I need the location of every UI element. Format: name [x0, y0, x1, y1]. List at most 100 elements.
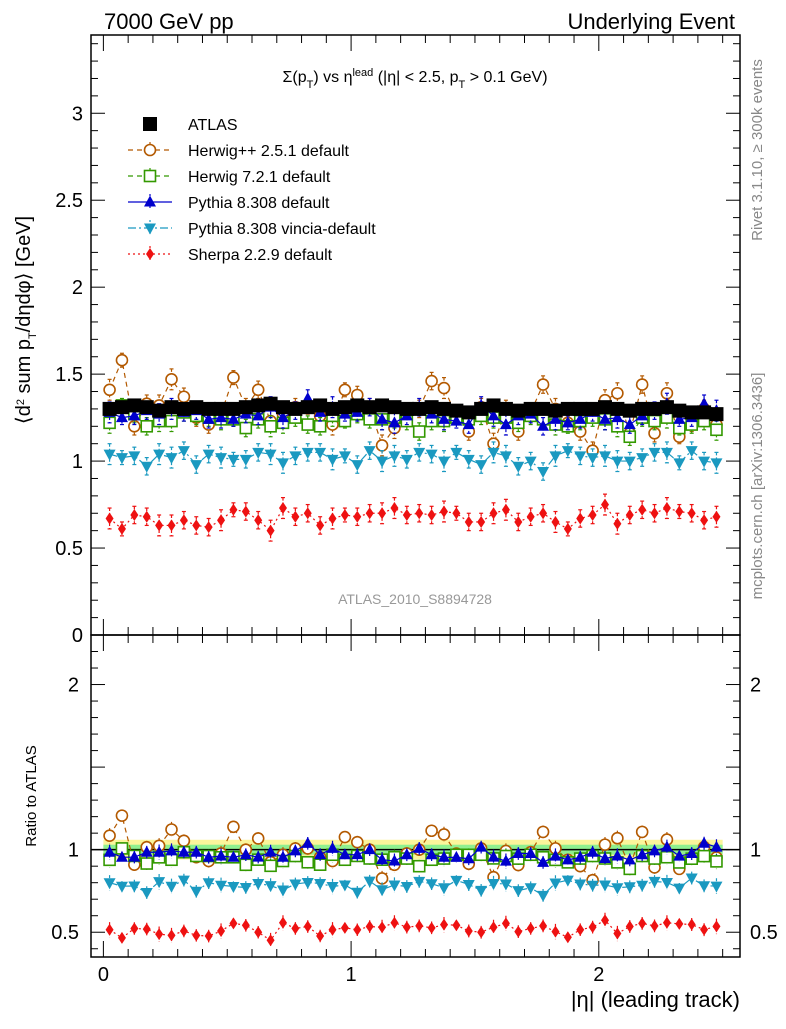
- ratio-point: [623, 882, 636, 894]
- data-point: [217, 514, 226, 527]
- ratio-point: [326, 882, 339, 894]
- data-point: [573, 401, 588, 416]
- data-point: [204, 521, 213, 534]
- ratio-y-tick-label-right: 2: [750, 675, 761, 697]
- ratio-point: [551, 925, 560, 938]
- data-point: [574, 412, 587, 424]
- data-point: [523, 401, 538, 416]
- data-point: [536, 378, 550, 391]
- ratio-point: [524, 883, 537, 895]
- data-point: [363, 446, 376, 458]
- data-point: [340, 509, 349, 521]
- ratio-series-3: [103, 836, 723, 869]
- data-point: [251, 398, 266, 413]
- data-point: [264, 449, 277, 461]
- data-point: [215, 453, 228, 465]
- data-point: [328, 512, 337, 525]
- legend-label: Herwig 7.2.1 default: [188, 169, 331, 186]
- data-point: [449, 403, 464, 418]
- data-point: [153, 449, 166, 461]
- data-point: [215, 411, 228, 423]
- data-point: [202, 449, 215, 461]
- ratio-point: [537, 855, 550, 867]
- data-point: [698, 456, 711, 468]
- ratio-point: [462, 852, 475, 864]
- ratio-point: [561, 875, 574, 887]
- data-point: [338, 451, 351, 463]
- ratio-point: [402, 921, 411, 934]
- ratio-point: [549, 849, 562, 861]
- ratio-point: [636, 848, 649, 860]
- ratio-point: [660, 850, 674, 864]
- data-point: [276, 458, 289, 470]
- ratio-panel-marks: [103, 809, 723, 948]
- data-point: [487, 409, 500, 421]
- data-point: [437, 412, 450, 424]
- data-point: [526, 510, 535, 523]
- data-point: [625, 509, 634, 521]
- x-tick-label: 0: [98, 964, 109, 986]
- ratio-point: [227, 882, 240, 894]
- data-point: [486, 398, 501, 413]
- data-point: [427, 509, 436, 521]
- data-point: [165, 453, 178, 465]
- data-point: [487, 447, 500, 459]
- ratio-point: [215, 880, 228, 892]
- series-4: [103, 441, 723, 481]
- data-point: [462, 454, 475, 466]
- ratio-point: [712, 920, 721, 933]
- data-point: [598, 412, 611, 424]
- ratio-point: [662, 916, 671, 929]
- data-point: [450, 414, 463, 426]
- data-point: [301, 447, 314, 459]
- data-point: [353, 510, 362, 523]
- legend-label: Sherpa 2.2.9 default: [188, 247, 333, 264]
- ratio-point: [675, 917, 684, 930]
- data-point: [400, 454, 413, 466]
- data-point: [548, 403, 563, 418]
- ratio-point: [700, 923, 709, 936]
- data-point: [499, 451, 512, 463]
- data-point: [684, 405, 699, 420]
- legend-marker: [144, 223, 156, 235]
- ratio-point: [625, 920, 634, 933]
- data-point: [560, 401, 575, 416]
- data-point: [115, 411, 128, 423]
- data-point: [498, 401, 513, 416]
- ratio-y-tick-label-right: 0.5: [750, 922, 778, 944]
- data-point: [415, 507, 424, 520]
- data-point: [549, 412, 562, 424]
- data-point: [303, 507, 312, 520]
- ratio-point: [660, 877, 673, 889]
- ratio-point: [264, 859, 277, 873]
- ratio-point: [215, 849, 228, 861]
- data-point: [165, 414, 178, 428]
- data-point: [586, 453, 599, 465]
- legend-label: Pythia 8.308 default: [188, 195, 330, 212]
- ratio-point: [165, 823, 178, 836]
- ratio-y-tick-label: 0.5: [51, 922, 79, 944]
- data-point: [501, 503, 510, 516]
- data-point: [326, 454, 339, 466]
- x-tick-label: 1: [346, 964, 357, 986]
- ratio-point: [598, 880, 611, 892]
- ratio-point: [140, 888, 153, 900]
- data-point: [622, 403, 637, 418]
- ratio-point: [464, 924, 473, 937]
- data-point: [190, 460, 203, 472]
- analysis-watermark: ATLAS_2010_S8894728: [338, 591, 492, 607]
- ratio-y-axis-label: Ratio to ATLAS: [23, 745, 40, 846]
- ratio-series-5: [105, 912, 721, 948]
- ratio-point: [316, 929, 325, 942]
- data-point: [611, 456, 624, 468]
- ratio-y-tick-label-right: 1: [750, 840, 761, 862]
- data-point: [402, 509, 411, 521]
- ratio-point: [648, 876, 661, 888]
- ratio-point: [241, 919, 250, 932]
- data-point: [314, 447, 327, 459]
- data-point: [464, 515, 473, 528]
- ratio-point: [425, 848, 438, 860]
- data-point: [477, 515, 486, 528]
- ratio-point: [574, 850, 587, 862]
